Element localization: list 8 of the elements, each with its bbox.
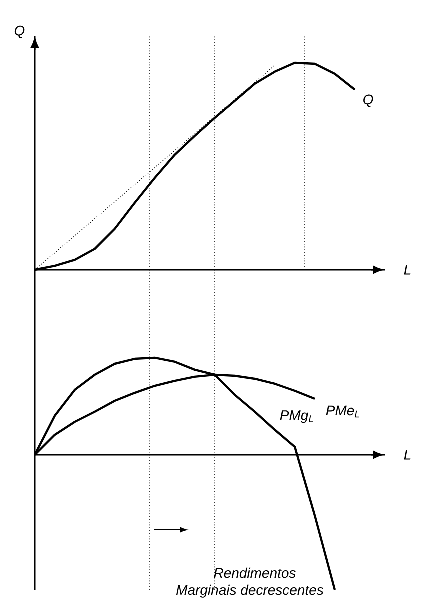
x-axis-title: L <box>404 265 411 275</box>
y-axis-title: Q <box>14 26 25 38</box>
series-label: PMe$_{L}$ <box>326 406 360 418</box>
series-label: PMg$_{L}$ <box>280 410 314 424</box>
annotation: Marginais decrescentes <box>176 584 324 598</box>
series-label: Q <box>364 94 374 108</box>
annotation: Rendimentos <box>214 568 296 578</box>
x-axis-title: L <box>404 450 411 460</box>
